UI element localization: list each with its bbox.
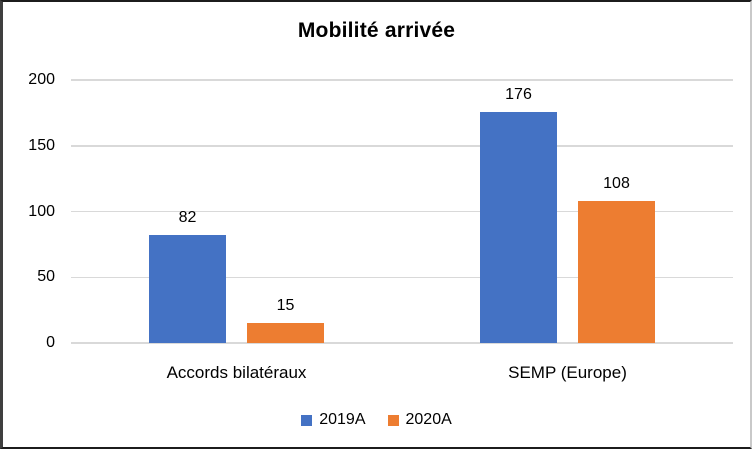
data-label-2019A-category-1: 82 [178, 209, 197, 226]
y-tick-label-200: 200 [28, 71, 55, 88]
y-tick-label-100: 100 [28, 202, 55, 220]
gridline-100 [71, 210, 733, 213]
bar-2020A-category-2 [578, 201, 655, 343]
y-tick-label-50: 50 [37, 268, 55, 286]
legend-label: 2019A [319, 411, 366, 428]
y-tick-label-0: 0 [46, 334, 55, 351]
legend-swatch-icon [387, 414, 399, 426]
legend-label: 2020A [405, 411, 452, 428]
gridline-0 [71, 342, 733, 344]
y-tick-label-150: 150 [28, 136, 55, 154]
gridline-200 [71, 79, 733, 81]
chart-title: Mobilité arrivée [297, 19, 456, 42]
legend-item-2019A: 2019A [301, 411, 366, 429]
data-label-2020A-category-1: 15 [276, 297, 295, 314]
data-label-2019A-category-2: 176 [505, 86, 532, 103]
x-category-label-1: Accords bilatéraux [166, 363, 307, 382]
legend-item-2020A: 2020A [387, 411, 452, 429]
bar-2020A-category-1 [247, 323, 324, 343]
data-label-2020A-category-2: 108 [603, 175, 630, 192]
plot-area: 82 15 176 108 [71, 79, 733, 344]
bar-2019A-category-2 [480, 112, 557, 343]
gridline-50 [71, 276, 733, 278]
gridline-150 [71, 145, 733, 147]
x-category-label-2: SEMP (Europe) [508, 363, 627, 382]
legend-swatch-icon [301, 414, 313, 426]
bar-2019A-category-1 [149, 235, 226, 343]
legend: 2019A 2020A [3, 408, 750, 432]
